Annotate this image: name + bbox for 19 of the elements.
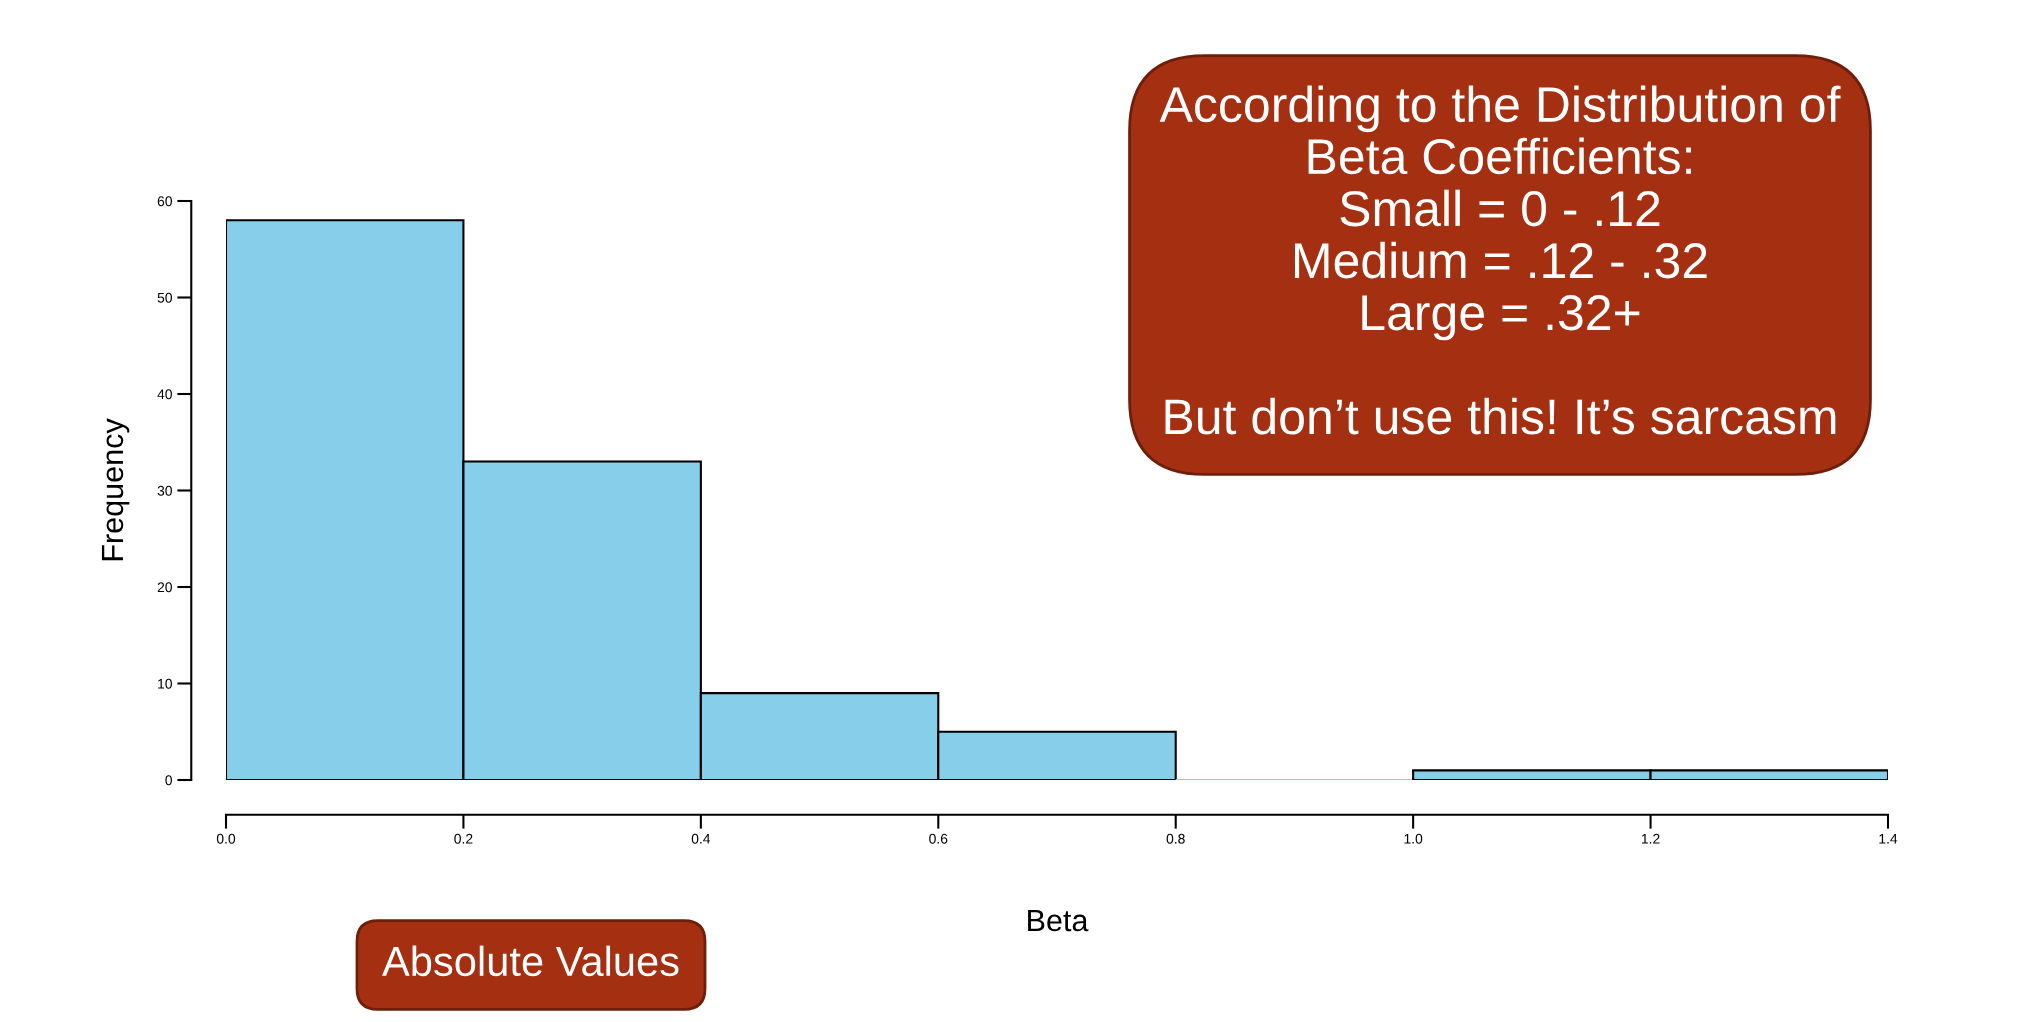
y-tick-label: 10 [158, 678, 172, 689]
x-tick-label: 0.2 [454, 833, 473, 844]
y-tick-label: 40 [157, 389, 172, 400]
x-tick-label: 1.4 [1879, 833, 1898, 844]
text: Absolute Values [382, 945, 679, 977]
x-tick-label: 0.6 [929, 833, 948, 844]
y-tick-label: 60 [157, 196, 172, 207]
x-tick-label: 1.0 [1404, 833, 1423, 844]
y-tick-label: 50 [157, 292, 172, 303]
y-tick-label: 0 [165, 775, 172, 786]
x-tick-label: 0.4 [691, 833, 711, 844]
y-tick-label: 20 [157, 582, 172, 593]
x-tick-label: 1.2 [1641, 833, 1660, 844]
y-axis-title: Frequency [101, 418, 130, 561]
x-tick-label: 0.0 [216, 833, 236, 844]
x-axis-title: Beta [1028, 910, 1089, 932]
y-tick-label: 30 [157, 485, 172, 496]
annotation: According to the Distribution of Beta Coefficients: Small = 0 - .12 Medium = .12 - .32 Large = .32+ But don’t use this! It’s sarcasm [1159, 85, 1841, 435]
x-tick-label: 0.8 [1166, 833, 1185, 844]
